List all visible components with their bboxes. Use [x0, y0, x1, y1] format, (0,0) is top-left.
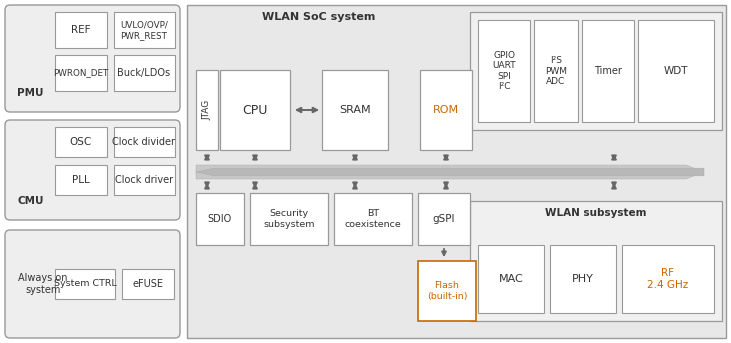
- Text: Clock driver: Clock driver: [115, 175, 173, 185]
- Text: JTAG: JTAG: [202, 100, 211, 120]
- Bar: [55, 127, 107, 157]
- Bar: [470, 201, 722, 321]
- Bar: [250, 193, 328, 245]
- Bar: [187, 5, 726, 338]
- Text: PLL: PLL: [72, 175, 90, 185]
- Bar: [55, 12, 107, 48]
- Text: MAC: MAC: [499, 274, 523, 284]
- Bar: [534, 20, 578, 122]
- Bar: [622, 245, 714, 313]
- Text: I²S
PWM
ADC: I²S PWM ADC: [545, 56, 567, 86]
- Bar: [114, 127, 175, 157]
- Text: BT
coexistence: BT coexistence: [344, 209, 401, 229]
- Text: Clock divider: Clock divider: [113, 137, 175, 147]
- Bar: [418, 261, 476, 321]
- Bar: [582, 20, 634, 122]
- Bar: [114, 55, 175, 91]
- FancyArrow shape: [196, 165, 704, 179]
- Text: ROM: ROM: [433, 105, 459, 115]
- Text: WLAN SoC system: WLAN SoC system: [262, 12, 376, 22]
- Text: Always on
system: Always on system: [18, 273, 67, 295]
- Text: PMU: PMU: [17, 88, 44, 98]
- Text: eFUSE: eFUSE: [132, 279, 164, 289]
- Bar: [478, 245, 544, 313]
- Text: SDIO: SDIO: [208, 214, 232, 224]
- Text: SRAM: SRAM: [339, 105, 371, 115]
- FancyBboxPatch shape: [5, 230, 180, 338]
- Bar: [420, 70, 472, 150]
- Bar: [322, 70, 388, 150]
- Text: System CTRL: System CTRL: [53, 280, 116, 288]
- Text: CPU: CPU: [242, 104, 268, 117]
- Bar: [638, 20, 714, 122]
- Text: Security
subsystem: Security subsystem: [263, 209, 315, 229]
- Text: WDT: WDT: [664, 66, 689, 76]
- Text: PHY: PHY: [572, 274, 594, 284]
- Text: Buck/LDOs: Buck/LDOs: [118, 68, 170, 78]
- FancyArrow shape: [196, 168, 704, 176]
- Text: GPIO
UART
SPI
I²C: GPIO UART SPI I²C: [492, 51, 516, 91]
- Text: PWRON_DET: PWRON_DET: [53, 69, 109, 78]
- Bar: [418, 193, 470, 245]
- Bar: [55, 165, 107, 195]
- Text: UVLO/OVP/
PWR_REST: UVLO/OVP/ PWR_REST: [120, 20, 168, 40]
- Bar: [114, 165, 175, 195]
- Text: RF
2.4 GHz: RF 2.4 GHz: [648, 268, 689, 290]
- Text: REF: REF: [71, 25, 91, 35]
- FancyBboxPatch shape: [5, 5, 180, 112]
- Bar: [55, 269, 115, 299]
- Text: OSC: OSC: [70, 137, 92, 147]
- Text: gSPI: gSPI: [433, 214, 455, 224]
- Bar: [55, 55, 107, 91]
- Text: Flash
(built-in): Flash (built-in): [427, 281, 467, 301]
- Bar: [196, 193, 244, 245]
- Bar: [196, 70, 218, 150]
- FancyBboxPatch shape: [5, 120, 180, 220]
- Bar: [114, 12, 175, 48]
- Bar: [550, 245, 616, 313]
- Bar: [122, 269, 174, 299]
- Text: Timer: Timer: [594, 66, 622, 76]
- Bar: [470, 12, 722, 130]
- Text: WLAN subsystem: WLAN subsystem: [545, 208, 647, 218]
- Bar: [334, 193, 412, 245]
- Bar: [220, 70, 290, 150]
- Text: CMU: CMU: [17, 196, 44, 206]
- Bar: [478, 20, 530, 122]
